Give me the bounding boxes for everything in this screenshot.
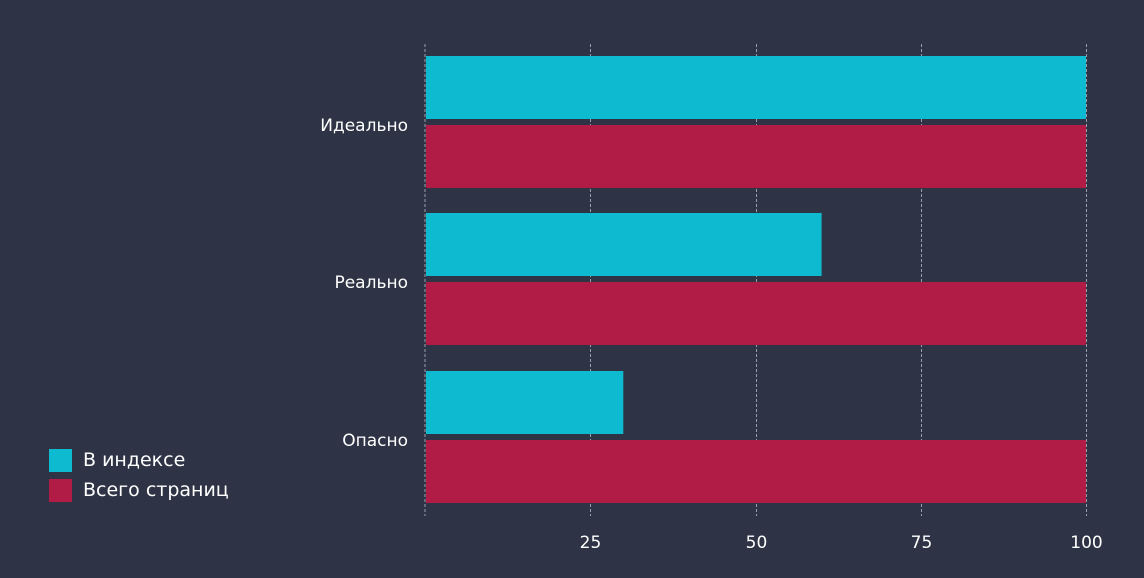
bar-indexed xyxy=(426,371,624,434)
legend-item-total[interactable]: Всего страниц xyxy=(49,475,229,505)
legend-swatch-total xyxy=(49,478,72,502)
bar-indexed xyxy=(426,213,822,276)
bar-total xyxy=(426,440,1086,503)
x-tick-label: 75 xyxy=(911,533,933,553)
legend: В индексе Всего страниц xyxy=(49,445,229,505)
bar-total xyxy=(426,125,1086,188)
legend-item-indexed[interactable]: В индексе xyxy=(49,445,229,475)
y-category-label: Реально xyxy=(334,273,408,293)
bar-total xyxy=(426,282,1086,345)
x-tick-label: 100 xyxy=(1070,533,1102,553)
x-tick-label: 50 xyxy=(746,533,768,553)
legend-swatch-indexed xyxy=(49,448,72,472)
bar-indexed xyxy=(426,56,1086,119)
y-category-label: Идеально xyxy=(320,116,408,136)
legend-label-total: Всего страниц xyxy=(83,479,229,501)
legend-label-indexed: В индексе xyxy=(83,449,186,471)
x-tick-label: 25 xyxy=(580,533,602,553)
y-category-label: Опасно xyxy=(342,431,408,451)
